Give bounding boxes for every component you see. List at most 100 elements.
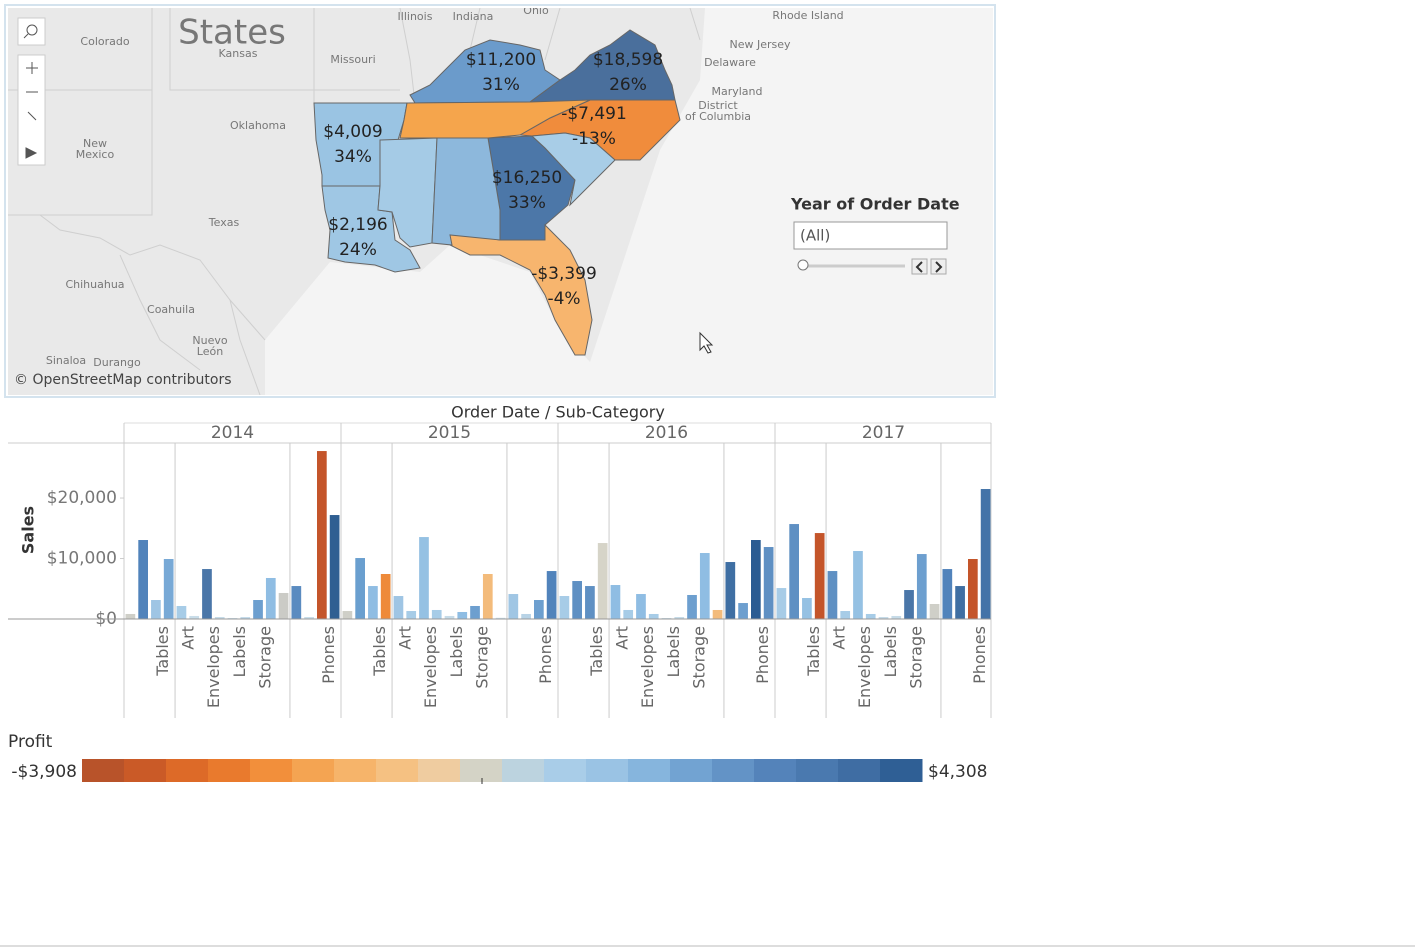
bar [355, 558, 365, 619]
x-tick-label: Tables [370, 626, 389, 677]
x-tick-label: Storage [689, 626, 708, 689]
bar [406, 611, 417, 619]
legend-swatch [754, 759, 797, 782]
bar [980, 489, 991, 619]
bar [265, 577, 276, 619]
legend-swatch [376, 759, 419, 782]
x-tick-label: Art [613, 626, 632, 650]
legend-swatch [250, 759, 293, 782]
map: States Colorado Kansas Missouri Illinois Indi… [8, 8, 993, 395]
prev-button[interactable] [911, 258, 928, 275]
search-button[interactable] [17, 17, 46, 46]
x-tick-label: Envelopes [855, 626, 874, 708]
bar [546, 571, 557, 619]
bar [674, 617, 685, 619]
bar [368, 586, 378, 619]
legend-swatch [292, 759, 335, 782]
bar [572, 581, 582, 619]
map-water [265, 8, 993, 395]
x-tick-label: Phones [536, 626, 555, 684]
place-label: Indiana [453, 10, 494, 23]
bar [853, 551, 863, 619]
legend-swatch [208, 759, 251, 782]
state-share-label: 33% [508, 193, 546, 213]
y-tick-label: $10,000 [47, 549, 117, 569]
place-label: New Jersey [729, 38, 791, 51]
y-tick-label: $20,000 [47, 488, 117, 508]
x-tick-label: Tables [804, 626, 823, 677]
year-header: 2017 [862, 423, 905, 443]
bar [814, 533, 825, 619]
state-share-label: 26% [609, 75, 647, 95]
state [528, 29, 676, 103]
place-label: Chihuahua [65, 278, 124, 291]
bar [470, 605, 480, 619]
x-tick-label: Tables [153, 626, 172, 677]
place-label: Coahuila [147, 303, 195, 316]
place-label: Mexico [76, 148, 115, 161]
slider-handle[interactable] [797, 259, 809, 271]
bar [202, 569, 212, 619]
place-label: New [83, 137, 107, 150]
year-header: 2016 [645, 423, 688, 443]
bar [776, 588, 787, 619]
x-tick-label: Labels [664, 626, 683, 678]
bar [495, 617, 506, 619]
y-axis-title: Sales [19, 506, 38, 554]
state [449, 223, 593, 356]
bar-chart: Order Date / Sub-Category Sales $0$10,00… [8, 403, 992, 718]
year-header: 2014 [211, 423, 254, 443]
year-filter[interactable]: Year of Order Date (All) [790, 195, 960, 275]
bar [929, 604, 940, 619]
place-label: Sinaloa [46, 354, 86, 367]
bar [240, 617, 251, 619]
bar [802, 598, 812, 619]
bar [636, 594, 646, 619]
x-tick-label: Phones [319, 626, 338, 684]
bar [278, 592, 289, 619]
place-label: Nuevo [192, 334, 227, 347]
place-label: Maryland [711, 85, 762, 98]
cursor [699, 331, 714, 354]
place-label: Colorado [80, 35, 129, 48]
filter-box[interactable] [793, 221, 948, 250]
x-tick-label: Storage [906, 626, 925, 689]
bar [955, 586, 965, 619]
bar [827, 571, 838, 619]
bar [891, 615, 902, 619]
place-label: Missouri [330, 53, 375, 66]
bar [163, 559, 174, 619]
bar [559, 596, 570, 619]
place-label: Illinois [398, 10, 433, 23]
bar [585, 586, 595, 619]
legend-swatch [796, 759, 839, 782]
place-label: Durango [93, 356, 141, 369]
next-button[interactable] [930, 258, 947, 275]
bar [648, 613, 659, 619]
state-sales-label: -$7,491 [561, 104, 627, 124]
search-icon [26, 24, 38, 36]
x-tick-label: Art [830, 626, 849, 650]
state [399, 99, 591, 139]
legend-min: -$3,908 [11, 762, 77, 782]
state-sales-label: -$3,399 [531, 264, 597, 284]
bar [457, 611, 468, 619]
bar [968, 559, 978, 619]
x-tick-label: Envelopes [204, 626, 223, 708]
bar [214, 617, 225, 619]
place-label: Oklahoma [230, 119, 286, 132]
x-tick-label: Labels [881, 626, 900, 678]
map-frame [4, 4, 996, 398]
state [431, 137, 501, 246]
state-share-label: 31% [482, 75, 520, 95]
bar [840, 611, 851, 619]
state-sales-label: $18,598 [593, 50, 663, 70]
state-share-label: 34% [334, 147, 372, 167]
map-toolbar[interactable] [17, 17, 46, 166]
bar [291, 586, 302, 619]
bar [712, 609, 723, 619]
filter-title: Year of Order Date [790, 195, 960, 214]
chart-title: Order Date / Sub-Category [451, 403, 665, 422]
x-tick-label: Labels [230, 626, 249, 678]
bar [253, 600, 263, 619]
